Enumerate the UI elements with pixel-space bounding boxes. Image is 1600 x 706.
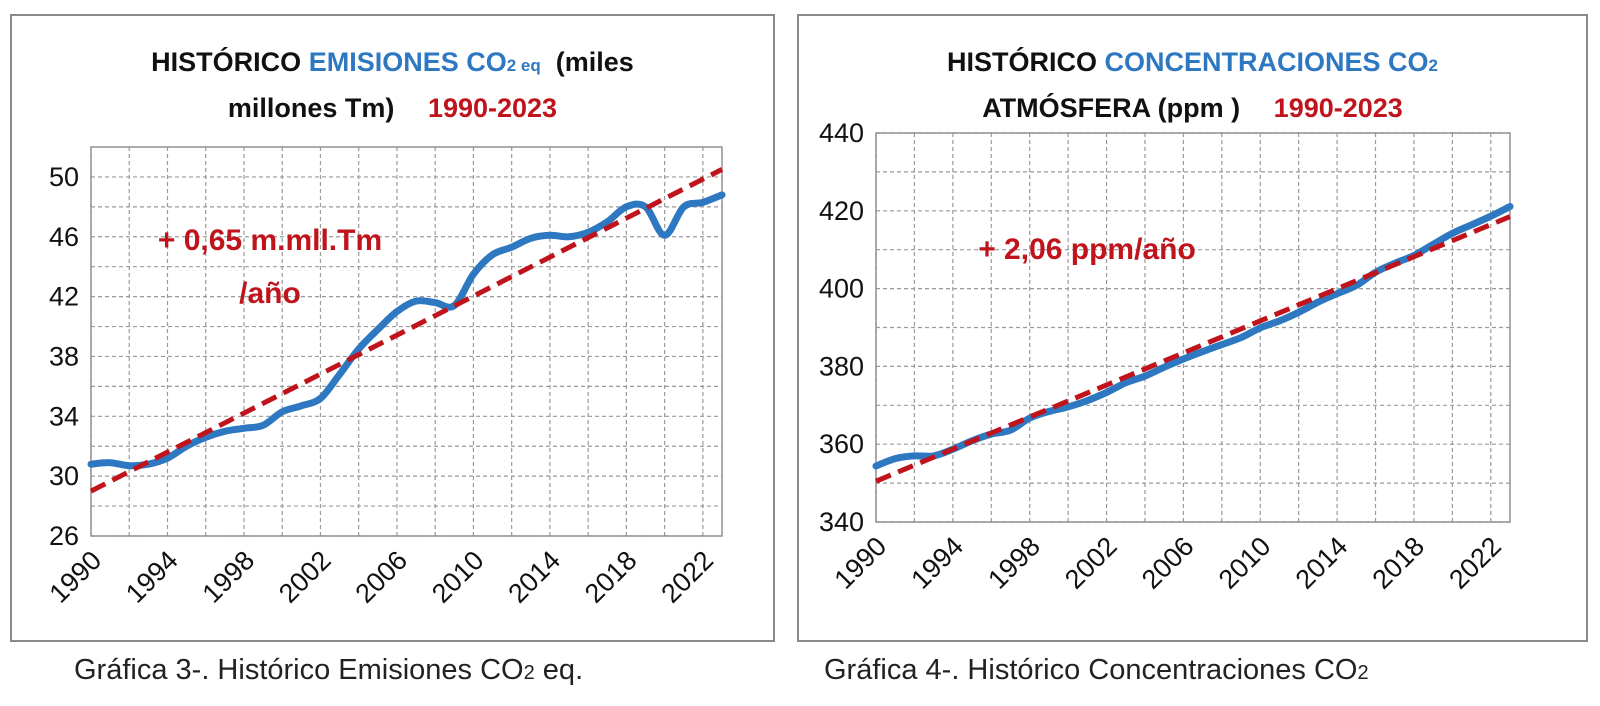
concentrations-title-highlight: CONCENTRACIONES CO2 xyxy=(1104,47,1438,77)
concentrations-x-tick-label: 2018 xyxy=(1366,531,1430,595)
emissions-x-tick-label: 2002 xyxy=(273,545,337,609)
emissions-y-tick-label: 50 xyxy=(49,162,79,192)
concentrations-y-tick-label: 440 xyxy=(819,118,864,148)
emissions-y-tick-label: 38 xyxy=(49,341,79,371)
concentrations-title-years: 1990-2023 xyxy=(1273,93,1403,123)
concentrations-caption: Gráfica 4-. Histórico Concentraciones CO… xyxy=(824,654,1369,686)
emissions-x-tick-label: 2014 xyxy=(502,545,566,609)
emissions-chart-title: HISTÓRICO EMISIONES CO2 eq (miles millon… xyxy=(12,44,773,126)
concentrations-x-tick-label: 2002 xyxy=(1059,531,1123,595)
concentrations-trend-annotation: + 2,06 ppm/año xyxy=(978,233,1196,266)
emissions-x-tick-label: 1998 xyxy=(197,545,261,609)
concentrations-x-tick-label: 2006 xyxy=(1136,531,1200,595)
concentrations-series-line xyxy=(872,203,1514,470)
concentrations-x-tick-label: 1990 xyxy=(829,531,893,595)
emissions-trend-annotation: + 0,65 m.mll.Tm xyxy=(158,224,382,257)
concentrations-title-line1: HISTÓRICO CONCENTRACIONES CO2 xyxy=(946,47,1438,77)
emissions-x-tick-label: 2006 xyxy=(349,545,413,609)
emissions-x-tick-label: 1994 xyxy=(120,545,184,609)
emissions-plot-area xyxy=(90,146,723,537)
emissions-y-tick-label: 34 xyxy=(49,401,79,431)
concentrations-y-tick-label: 420 xyxy=(819,196,864,226)
concentrations-x-tick-label: 2022 xyxy=(1443,531,1507,595)
emissions-y-tick-label: 30 xyxy=(49,461,79,491)
emissions-caption: Gráfica 3-. Histórico Emisiones CO2 eq. xyxy=(74,654,584,686)
emissions-trend-annotation: /año xyxy=(239,277,301,310)
emissions-title-highlight: EMISIONES CO2 eq xyxy=(308,47,541,77)
emissions-x-tick-label: 2022 xyxy=(655,545,719,609)
emissions-chart-panel: HISTÓRICO EMISIONES CO2 eq (miles millon… xyxy=(10,14,775,642)
emissions-y-tick-label: 46 xyxy=(49,222,79,252)
emissions-series-line xyxy=(87,191,726,470)
emissions-title-years: 1990-2023 xyxy=(427,93,558,123)
emissions-title-line2: millones Tm) 1990-2023 xyxy=(227,93,558,123)
concentrations-chart-title: HISTÓRICO CONCENTRACIONES CO2 ATMÓSFERA … xyxy=(799,44,1586,126)
emissions-trend-line xyxy=(89,167,724,494)
concentrations-y-tick-label: 380 xyxy=(819,351,864,381)
emissions-y-tick-label: 42 xyxy=(49,282,79,312)
concentrations-y-tick-label: 400 xyxy=(819,274,864,304)
concentrations-x-tick-label: 2010 xyxy=(1213,531,1277,595)
emissions-x-tick-label: 2018 xyxy=(579,545,643,609)
emissions-title-line1: HISTÓRICO EMISIONES CO2 eq (miles xyxy=(151,47,634,77)
emissions-x-tick-label: 2010 xyxy=(426,545,490,609)
concentrations-plot-area xyxy=(875,132,1511,523)
concentrations-y-tick-label: 360 xyxy=(819,429,864,459)
concentrations-x-tick-label: 1998 xyxy=(982,531,1046,595)
concentrations-x-tick-label: 2014 xyxy=(1290,531,1354,595)
concentrations-trend-line xyxy=(875,214,1511,484)
concentrations-y-tick-label: 340 xyxy=(819,507,864,537)
concentrations-title-line2: ATMÓSFERA (ppm ) 1990-2023 xyxy=(982,93,1403,123)
emissions-y-tick-label: 26 xyxy=(49,521,79,551)
concentrations-x-tick-label: 1994 xyxy=(905,531,969,595)
emissions-x-tick-label: 1990 xyxy=(44,545,108,609)
